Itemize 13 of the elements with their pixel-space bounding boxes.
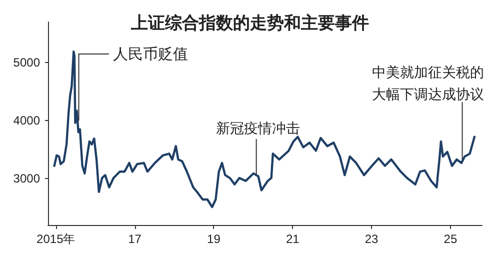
x-tick-label: 25 — [444, 232, 458, 246]
chart-title: 上证综合指数的走势和主要事件 — [130, 14, 369, 34]
y-tick-label: 3000 — [13, 172, 40, 186]
x-tick-label: 21 — [286, 232, 300, 246]
x-tick-label: 19 — [207, 232, 221, 246]
y-tick-label: 5000 — [13, 56, 40, 70]
x-tick-label: 17 — [128, 232, 142, 246]
x-tick-label: 23 — [364, 232, 379, 246]
x-tick-label: 2015年 — [36, 232, 76, 246]
annotation: 新冠疫情冲击 — [216, 121, 300, 137]
annotation: 中美就加征关税的大幅下调达成协议 — [372, 65, 484, 103]
annotation: 人民币贬值 — [113, 45, 188, 63]
y-tick-label: 4000 — [13, 114, 40, 128]
